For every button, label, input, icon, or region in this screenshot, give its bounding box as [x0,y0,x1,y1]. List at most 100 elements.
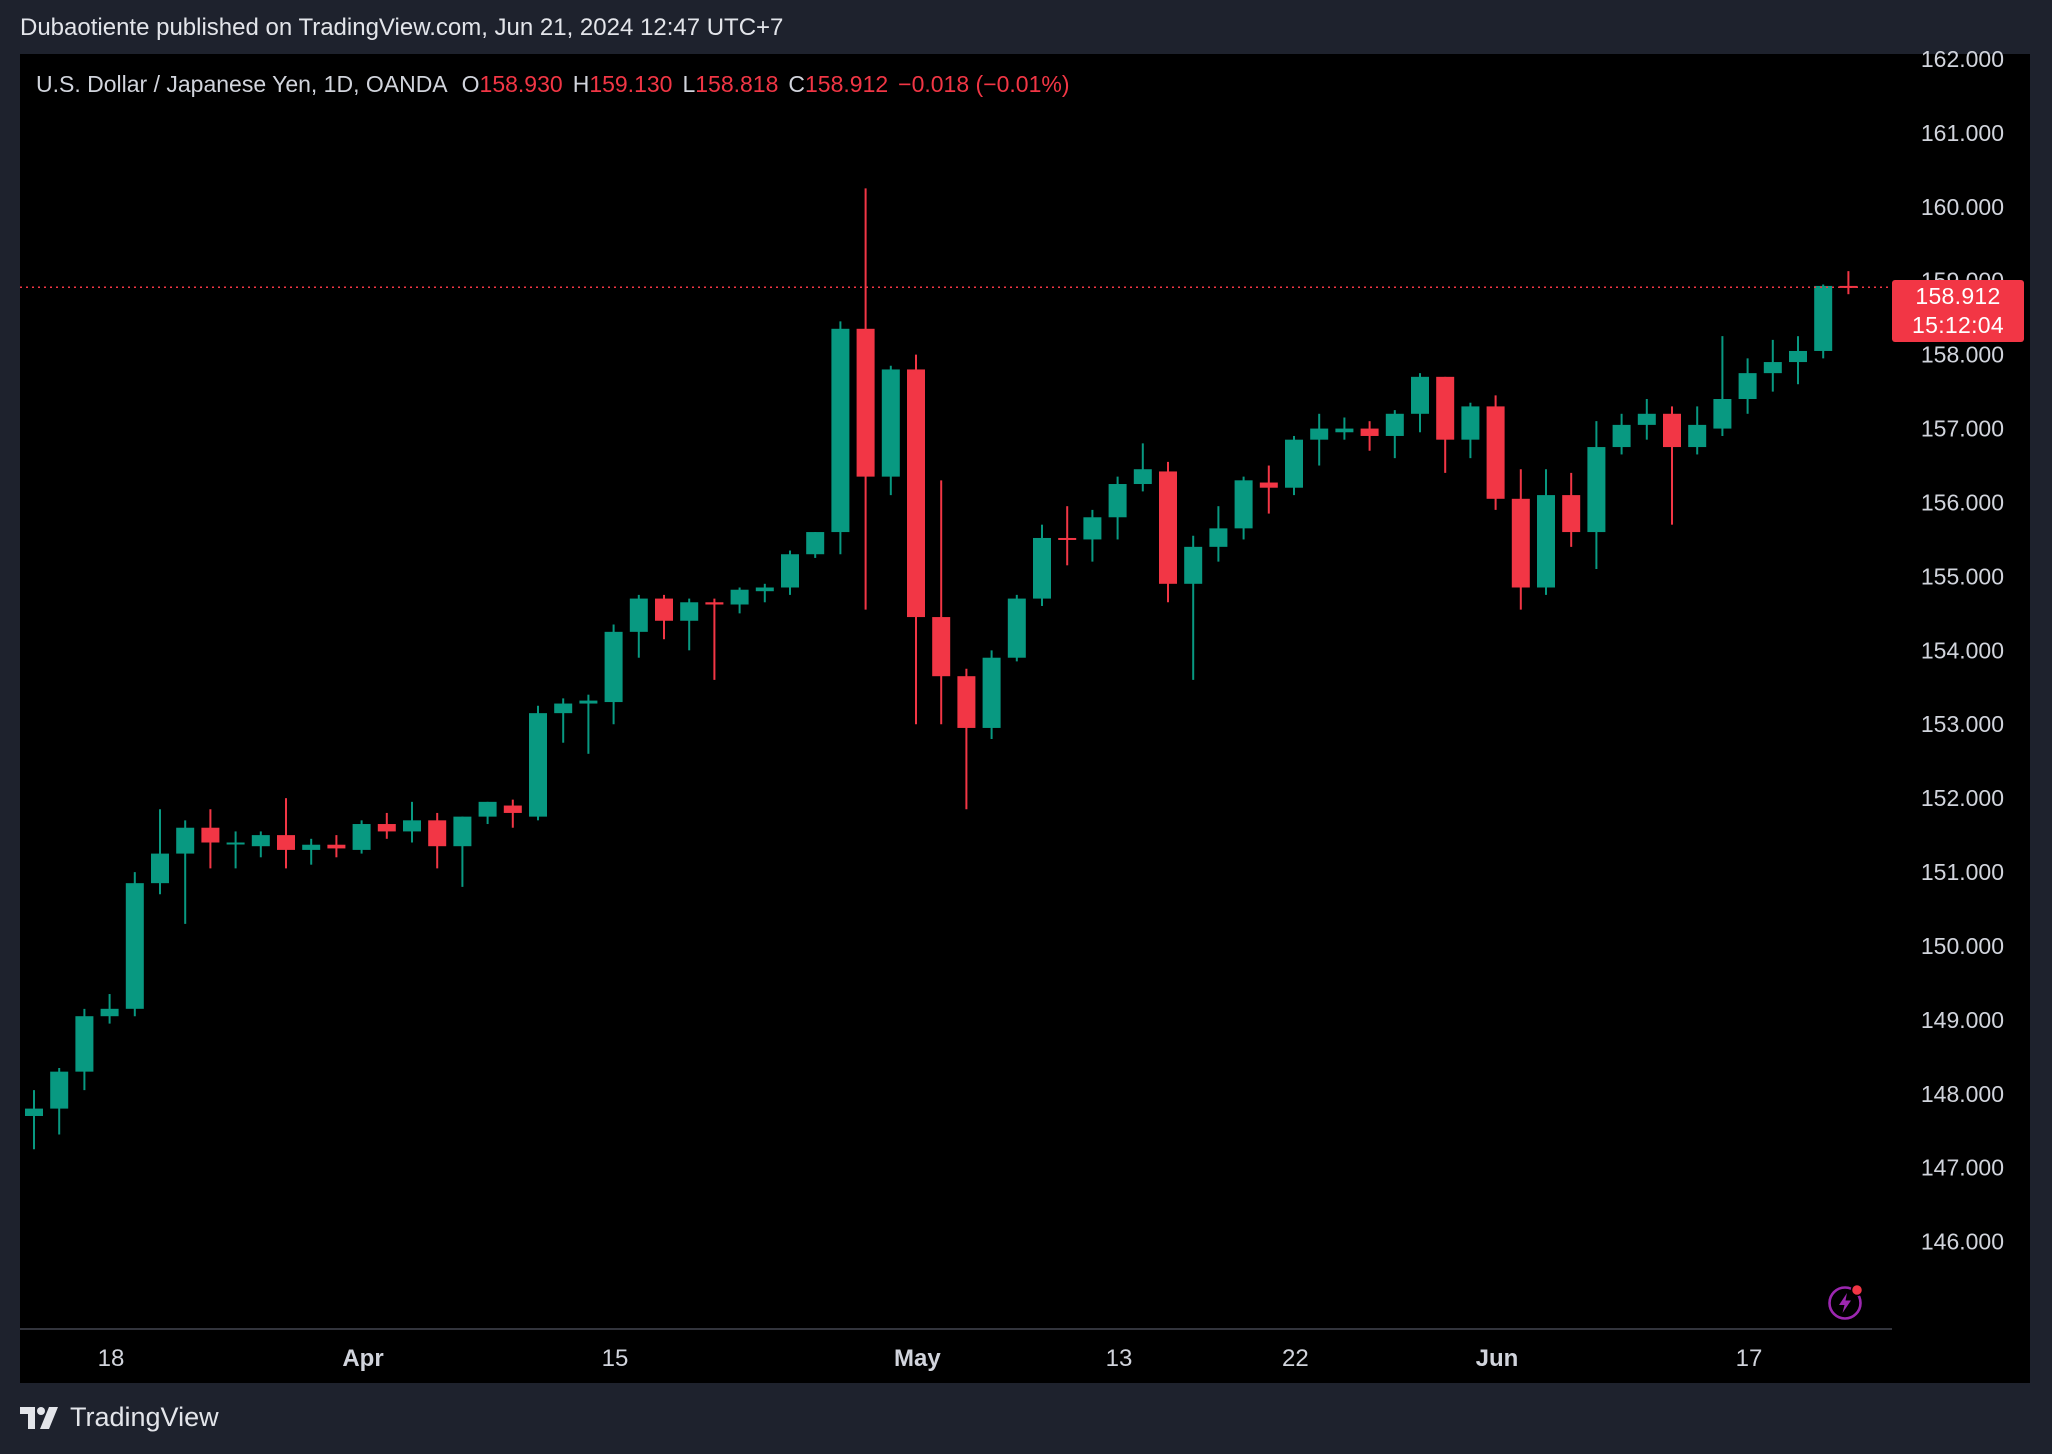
candle-may-23 [1259,465,1278,514]
candle-may-21 [1209,506,1228,562]
price-tick-label: 155.000 [1921,563,2004,589]
candle-body [1688,424,1707,448]
price-tick-label: 158.000 [1921,342,2004,368]
candle-body [176,827,195,854]
time-tick-label: Jun [1476,1345,1519,1372]
candle-may-27 [1310,413,1329,466]
candle-body [1108,484,1127,518]
candle-body [554,703,573,714]
candle-mar-15 [25,1090,43,1150]
candle-body [478,801,497,817]
price-tick-label: 146.000 [1921,1229,2004,1255]
tradingview-brand: TradingView [70,1402,219,1432]
candle-may-1 [856,188,875,610]
candle-body [50,1071,69,1109]
candle-body [907,369,925,618]
tradingview-logo[interactable]: TradingView [20,1402,219,1433]
candle-mar-21 [125,872,144,1017]
time-axis-area[interactable] [20,1329,2030,1383]
candle-body [680,602,699,621]
candle-mar-28 [251,831,270,858]
time-tick-label: Apr [342,1345,383,1372]
time-axis: 18 Apr 15 May 13 22 Jun 17 [98,1345,1763,1372]
candle-jun-12 [1612,413,1631,455]
candle-may-20 [1184,535,1203,680]
candle-body [453,816,472,847]
open-label: O [461,71,480,97]
price-axis-area[interactable] [1888,54,2030,1329]
candle-jun-17 [1688,406,1707,455]
price-tick-label: 161.000 [1921,120,2004,146]
candle-may-14 [1083,509,1102,562]
candle-body [1335,428,1354,433]
candle-jun-20 [1763,339,1782,392]
price-tick-label: 151.000 [1921,859,2004,885]
candle-apr-16 [579,694,598,754]
high-label: H [572,71,590,97]
candle-body [1310,428,1329,440]
lightning-bolt-icon[interactable] [1826,1283,1864,1321]
candle-body [75,1016,94,1072]
candle-body [881,369,900,477]
candle-jun-11 [1587,421,1606,570]
candle-body [1663,413,1681,448]
candle-body [1587,447,1606,533]
close-value: 158.912 [805,71,889,97]
candle-body [1789,350,1807,363]
candle-body [1007,598,1026,658]
candle-apr-29 [806,532,825,558]
candle-apr-15 [554,698,573,743]
candle-body [1436,376,1455,440]
candle-may-13 [1058,506,1077,566]
candle-body [604,631,623,703]
candle-body [1209,528,1228,547]
candle-apr-4 [377,812,396,839]
candle-body [1033,537,1051,599]
candle-body [1612,424,1631,448]
candle-may-28 [1335,417,1354,440]
price-tick-label: 148.000 [1921,1081,2004,1107]
price-axis: 146.000 147.000 148.000 149.000 150.000 151.0… [1921,46,2004,1255]
candle-apr-12 [529,705,547,821]
candle-apr-24 [730,587,749,614]
candle-body [302,844,321,850]
candle-apr-11 [503,799,522,828]
time-tick-label: May [894,1345,941,1372]
candle-body [856,328,875,477]
close-label: C [788,71,806,97]
candle-body [1763,362,1782,374]
candle-may-2 [881,365,900,496]
candle-apr-17 [604,624,623,725]
candle-apr-1 [302,838,321,865]
candle-apr-30 [831,321,850,555]
price-tick-label: 153.000 [1921,711,2004,737]
candle-body [1738,373,1757,400]
candle-mar-29 [277,798,295,869]
candle-body [226,842,245,845]
candle-body [1537,495,1555,588]
symbol-title: U.S. Dollar / Japanese Yen, 1D, OANDA [36,71,448,97]
candle-apr-10 [478,801,497,825]
candle-body [403,820,421,832]
plot-area[interactable] [20,54,1888,1329]
candle-body [1285,439,1303,488]
candle-mar-22 [151,809,169,895]
candle-body [1133,469,1152,485]
candle-body [1058,537,1077,540]
candle-body [1184,546,1203,584]
candle-jun-5 [1486,395,1505,510]
candle-body [982,657,1001,728]
candle-jun-10 [1562,472,1581,547]
candle-jun-24 [1814,284,1833,359]
bar-countdown: 15:12:04 [1912,312,2004,338]
candle-body [755,587,774,592]
candle-body [831,328,850,533]
candle-apr-8 [428,812,447,869]
last-price-tag: 158.912 15:12:04 [1892,280,2024,342]
candle-body [1083,517,1102,540]
candle-apr-9 [453,816,472,887]
candle-jun-25 [1839,271,1858,295]
candle-body [1259,482,1278,488]
